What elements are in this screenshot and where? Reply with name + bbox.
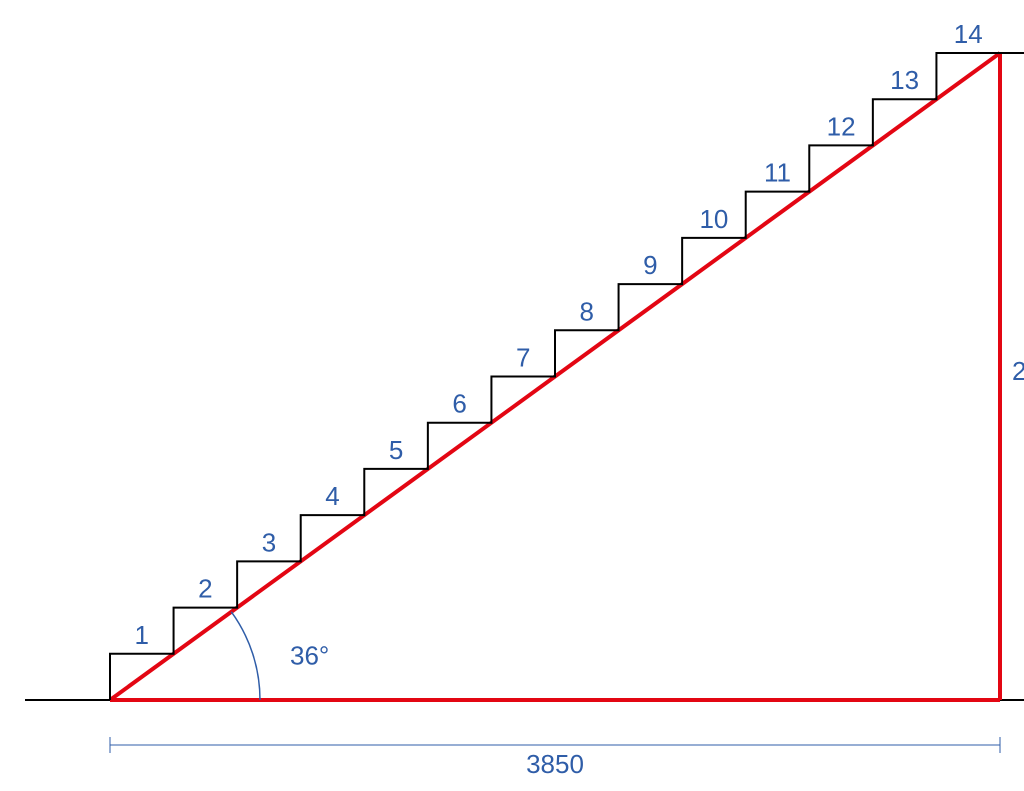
angle-arc [231, 612, 260, 700]
step-label: 6 [452, 389, 466, 419]
step-label: 3 [262, 527, 276, 557]
step-label: 1 [135, 620, 149, 650]
step-label: 2 [198, 574, 212, 604]
step-label: 7 [516, 343, 530, 373]
angle-label: 36° [290, 641, 329, 671]
step-label: 14 [954, 19, 983, 49]
step-label: 5 [389, 435, 403, 465]
step-label: 8 [580, 296, 594, 326]
step-label: 4 [325, 481, 339, 511]
step-label: 12 [827, 111, 856, 141]
step-label: 13 [890, 65, 919, 95]
step-label: 10 [699, 204, 728, 234]
step-label: 9 [643, 250, 657, 280]
staircase-diagram: 123456789101112131436°38502800 [0, 0, 1024, 791]
height-dim-label: 2800 [1012, 356, 1024, 386]
step-label: 11 [764, 158, 791, 188]
base-dim-label: 3850 [526, 749, 584, 779]
